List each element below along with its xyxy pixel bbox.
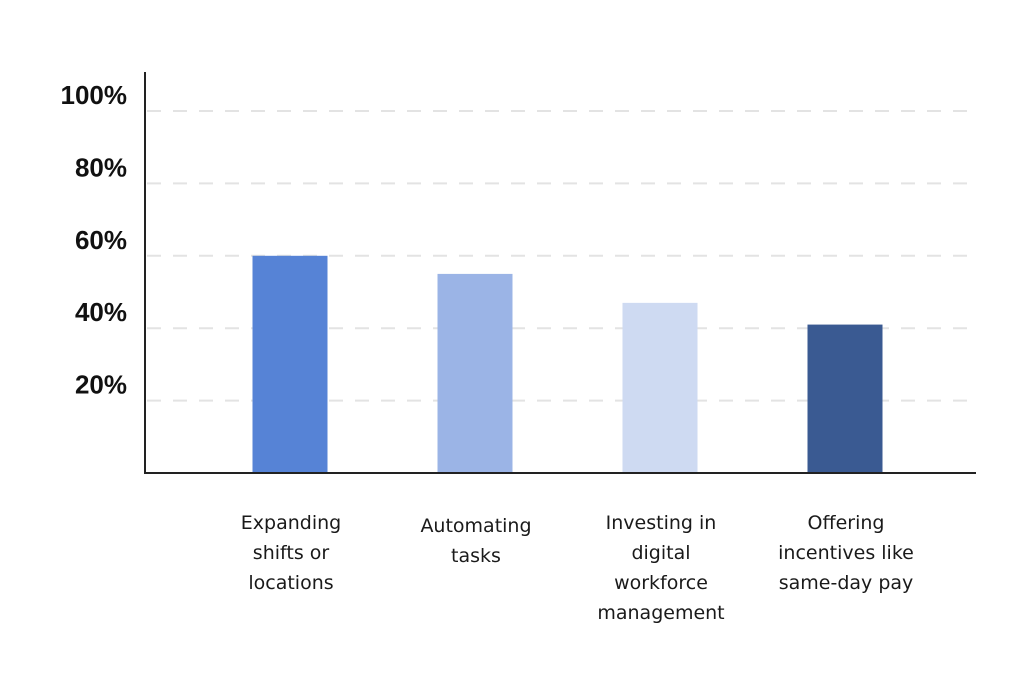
bar-3 [622,302,698,473]
y-tick-label-20: 20% [75,370,127,400]
category-label-line: shifts or [253,542,330,564]
y-axis-tick-labels: 20% 40% 60% 80% 100% [61,80,128,400]
category-label-line: Automating [420,515,531,537]
bar-4 [807,324,883,473]
category-label-line: workforce [614,572,708,594]
category-label-line: Offering [808,512,885,534]
category-label-2: Automating tasks [420,515,531,567]
category-label-line: Investing in [606,512,717,534]
category-label-line: digital [631,542,690,564]
bar-1 [252,255,328,473]
bar-2 [437,273,513,473]
category-label-3: Investing in digital workforce management [597,512,724,624]
category-label-line: locations [248,572,333,594]
category-label-line: same-day pay [779,572,914,594]
category-label-line: Expanding [241,512,341,534]
y-tick-label-60: 60% [75,225,127,255]
category-label-line: management [597,602,724,624]
x-axis-category-labels: Expanding shifts or locations Automating tas… [241,512,914,624]
y-tick-label-40: 40% [75,297,127,327]
category-label-1: Expanding shifts or locations [241,512,341,594]
category-label-4: Offering incentives like same-day pay [778,512,914,594]
y-tick-label-80: 80% [75,152,127,182]
category-label-line: tasks [451,545,501,567]
y-tick-label-100: 100% [61,80,128,110]
bars [252,255,883,473]
category-label-line: incentives like [778,542,914,564]
